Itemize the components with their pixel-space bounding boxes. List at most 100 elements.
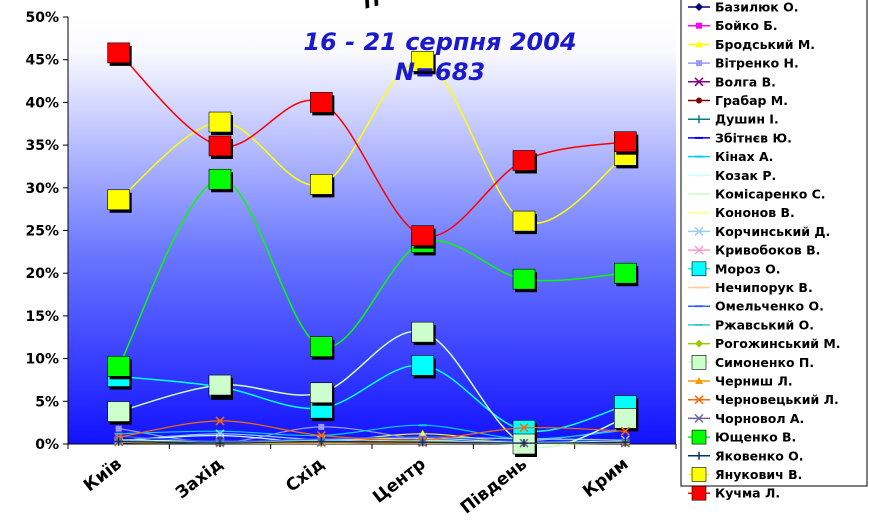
legend-entry: Бродський М.: [688, 37, 815, 52]
y-tick-label: 30%: [25, 181, 59, 197]
x-tick-label: Схід: [282, 454, 328, 496]
legend-label: Козак Р.: [715, 168, 776, 183]
legend-entry: Рогожинський М.: [688, 336, 841, 351]
legend-entry: Корчинський Д.: [688, 224, 830, 239]
legend-marker: [695, 115, 703, 124]
legend-entry: Янукович В.: [688, 467, 802, 482]
legend-label: Ющенко В.: [715, 430, 796, 445]
y-tick-label: 35%: [25, 138, 59, 154]
legend-label: Вітренко Н.: [715, 56, 799, 71]
legend-swatch: [691, 467, 707, 482]
legend-entry: Нечипорук В.: [688, 280, 813, 295]
legend-label: Янукович В.: [715, 467, 802, 482]
legend-entry: Кривобоков В.: [688, 243, 820, 258]
data-point: [520, 439, 528, 448]
legend-label: Грабар М.: [715, 93, 788, 108]
data-point: [310, 174, 333, 195]
legend-label: Комісаренко С.: [715, 187, 826, 202]
legend-label: Рогожинський М.: [715, 336, 841, 351]
legend-entry: Ющенко В.: [688, 430, 796, 445]
legend-entry: Яковенко О.: [688, 448, 804, 463]
legend-label: Кучма Л.: [715, 486, 780, 501]
legend-entry: Базилюк О.: [688, 0, 799, 15]
data-point: [620, 426, 630, 436]
legend-label: Кривобоков В.: [715, 243, 820, 258]
legend-label: Збітнєв Ю.: [715, 130, 792, 145]
legend-entry: Симоненко П.: [688, 355, 814, 370]
data-point: [614, 408, 637, 429]
data-point: [317, 437, 326, 446]
series-line: [118, 420, 626, 441]
data-point: [411, 321, 434, 343]
legend-swatch: [691, 261, 707, 277]
legend-label: Мороз О.: [715, 261, 781, 276]
x-tick-label: Захід: [172, 454, 227, 503]
data-point: [107, 355, 130, 377]
data-point: [418, 438, 427, 447]
legend-marker: [696, 97, 702, 104]
legend-entry: Грабар М.: [688, 93, 788, 108]
y-tick-label: 25%: [25, 224, 59, 240]
plot-background: [68, 17, 676, 444]
legend-entry: Бойко Б.: [688, 18, 778, 33]
data-point: [208, 111, 232, 133]
legend-marker: [694, 245, 704, 255]
legend-label: Омельченко О.: [715, 299, 824, 314]
data-point: [215, 429, 225, 439]
legend-label: Черновецький Л.: [715, 392, 839, 407]
legend-entry: Кононов В.: [688, 205, 795, 220]
legend-entry: Козак Р.: [688, 168, 776, 183]
data-point: [614, 262, 637, 284]
legend-label: Яковенко О.: [715, 448, 804, 463]
legend-entry: Кучма Л.: [688, 486, 780, 501]
legend-entry: Омельченко О.: [688, 299, 824, 314]
y-tick-label: 45%: [25, 53, 59, 69]
data-point: [512, 210, 536, 232]
legend-label: Кінах А.: [715, 149, 773, 164]
legend-swatch: [691, 485, 707, 501]
data-point: [107, 42, 130, 64]
y-tick-label: 50%: [25, 10, 59, 26]
y-tick-label: 40%: [25, 95, 59, 111]
series-22: [114, 416, 630, 445]
data-point: [621, 438, 630, 447]
data-point: [411, 51, 434, 72]
series-25: [114, 437, 630, 448]
data-point: [411, 225, 434, 246]
legend-entry: Комісаренко С.: [688, 187, 826, 202]
legend-entry: Збітнєв Ю.: [688, 130, 792, 145]
data-point: [310, 92, 333, 113]
legend-marker: [694, 226, 704, 236]
data-point: [107, 189, 130, 211]
legend-entry: Душин І.: [688, 112, 779, 127]
x-tick-label: Крим: [579, 454, 632, 502]
legend-entry: Черниш Л.: [688, 374, 793, 389]
legend-label: Черниш Л.: [715, 374, 793, 389]
x-tick-label: Київ: [80, 454, 126, 496]
series-group: [107, 42, 639, 457]
legend-marker: [694, 77, 704, 87]
data-point: [215, 416, 225, 426]
legend-label: Бродський М.: [715, 37, 815, 52]
data-point: [208, 135, 232, 157]
data-point: [512, 150, 536, 171]
data-point: [208, 168, 232, 190]
x-tick-label: Центр: [369, 454, 429, 507]
legend-label: Чорновол А.: [715, 411, 804, 426]
data-point: [107, 401, 130, 422]
legend-marker: [695, 3, 703, 11]
series-20: [107, 321, 639, 457]
data-point: [512, 268, 536, 290]
data-point: [318, 423, 325, 430]
y-tick-label: 20%: [25, 266, 59, 282]
plot-area: [68, 17, 676, 444]
data-point: [114, 437, 123, 446]
legend-entry: Вітренко Н.: [688, 56, 799, 71]
series-26: [107, 51, 639, 235]
y-tick-label: 15%: [25, 309, 59, 325]
legend-swatch: [691, 354, 707, 370]
x-tick-label: Південь: [457, 454, 531, 518]
data-point: [310, 382, 333, 404]
